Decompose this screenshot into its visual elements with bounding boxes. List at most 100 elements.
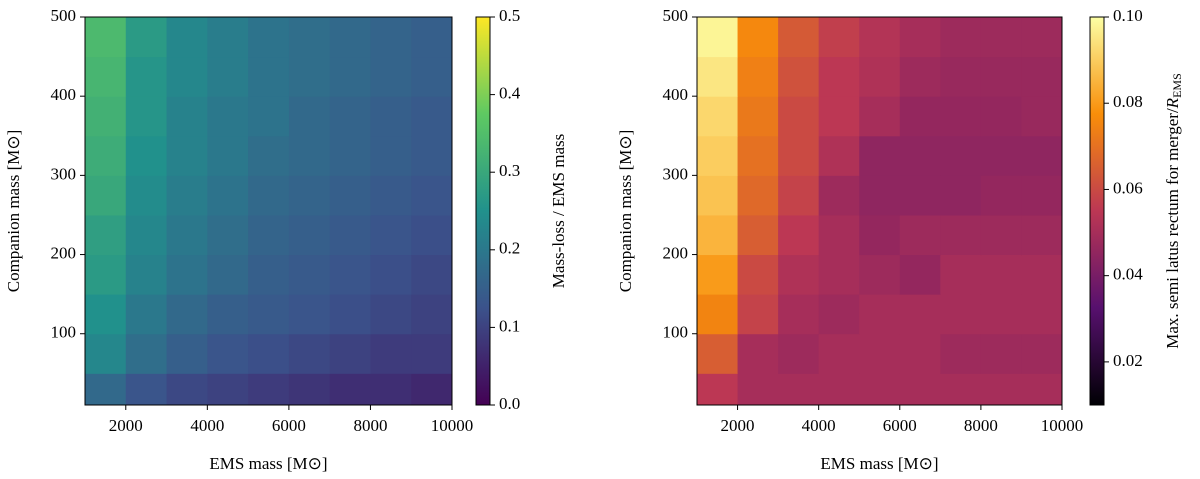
heatmap-cell (166, 373, 208, 406)
y-tick-label: 100 (663, 323, 689, 342)
heatmap-cell (248, 373, 290, 406)
heatmap-cell (697, 56, 739, 97)
heatmap-cell (288, 294, 331, 335)
colorbar-label: Max. semi latus rectum for merger/REMS (1163, 73, 1184, 349)
heatmap-cell (85, 175, 127, 216)
y-tick-label: 100 (51, 323, 77, 342)
plot-frame (84, 16, 453, 406)
heatmap-cell (818, 373, 860, 406)
heatmap-cell (737, 175, 779, 216)
heatmap-cell (288, 56, 331, 97)
heatmap-cell (697, 135, 739, 176)
heatmap-cell (370, 333, 412, 374)
heatmap-cell (411, 135, 453, 176)
colorbar-tick-label: 0.2 (499, 239, 520, 258)
heatmap-cell (85, 373, 127, 406)
heatmap-cell (1021, 56, 1063, 97)
y-tick-label: 200 (51, 243, 77, 262)
heatmap-cell (329, 333, 371, 374)
heatmap-cell (166, 175, 208, 216)
heatmap-panel: 2000 4000 6000 8000 10000 100 200 300 400 500 EMS … (4, 6, 568, 473)
heatmap-cell (778, 96, 820, 137)
colorbar-tick-label: 0.4 (499, 84, 521, 103)
y-tick-label: 500 (663, 6, 689, 25)
colorbar-label-sub: EMS (1170, 73, 1184, 98)
heatmap-cell (818, 214, 860, 256)
heatmap-cell (248, 135, 290, 176)
heatmap-cell (329, 294, 371, 335)
heatmap-cell (207, 333, 249, 374)
heatmap-cell (697, 175, 739, 216)
heatmap-cell (818, 175, 860, 216)
heatmap-cell (697, 254, 739, 295)
heatmap-cell (411, 56, 453, 97)
heatmap-cell (125, 294, 168, 335)
heatmap-cell (697, 214, 739, 256)
heatmap-cell (1021, 373, 1063, 406)
colorbar-tick-label: 0.06 (1113, 178, 1143, 197)
heatmap-cell (411, 254, 453, 295)
heatmap-cell (778, 333, 820, 374)
y-tick-label: 400 (663, 85, 689, 104)
heatmap-cell (980, 56, 1022, 97)
heatmap-cell (248, 96, 290, 137)
x-tick-label: 10000 (431, 416, 474, 435)
heatmap-cell (85, 333, 127, 374)
heatmap-cell (1021, 333, 1063, 374)
heatmap-cell (411, 17, 453, 58)
colorbar-tick-label: 0.08 (1113, 92, 1143, 111)
heatmap-cell (248, 17, 290, 58)
x-axis-label: EMS mass [M⊙] (209, 454, 327, 473)
heatmap-cell (370, 214, 412, 256)
heatmap-cell (859, 135, 901, 176)
heatmap-cell (329, 135, 371, 176)
heatmap-cell (370, 56, 412, 97)
heatmap-cell (737, 56, 779, 97)
colorbar-tick-label: 0.5 (499, 6, 520, 25)
y-axis-label: Companion mass [M⊙] (4, 130, 23, 293)
heatmap-cell (329, 373, 371, 406)
heatmap-cell (940, 96, 982, 137)
heatmap-cell (370, 254, 412, 295)
heatmap-cell (370, 294, 412, 335)
heatmap-cell (288, 96, 331, 137)
heatmap-cell (411, 294, 453, 335)
heatmap-cell (940, 17, 982, 58)
colorbar-tick-label: 0.3 (499, 161, 520, 180)
heatmap-cell (370, 175, 412, 216)
heatmap-cell (899, 96, 941, 137)
heatmap-cell (329, 214, 371, 256)
heatmap-cell (697, 373, 739, 406)
colorbar (1089, 16, 1105, 406)
heatmap-cell (899, 254, 941, 295)
heatmap-cell (778, 254, 820, 295)
heatmap-cell (248, 254, 290, 295)
heatmap-cell (1021, 214, 1063, 256)
colorbar-label: Mass-loss / EMS mass (549, 134, 568, 288)
heatmap-cell (166, 96, 208, 137)
heatmap-cell (288, 175, 331, 216)
heatmap-cell (940, 56, 982, 97)
heatmap-cell (697, 333, 739, 374)
heatmap-cell (940, 333, 982, 374)
heatmap-cell (166, 294, 208, 335)
heatmap-cell (125, 333, 168, 374)
heatmap-cell (411, 333, 453, 374)
heatmap-cell (166, 214, 208, 256)
heatmap-panel: 2000 4000 6000 8000 10000 100 200 300 400 500 EMS … (616, 6, 1184, 473)
heatmap-cell (899, 135, 941, 176)
heatmap-cell (370, 135, 412, 176)
x-tick-label: 6000 (883, 416, 917, 435)
heatmap-cell (859, 214, 901, 256)
heatmap-cell (818, 56, 860, 97)
heatmap-cell (980, 175, 1022, 216)
heatmap-cell (859, 56, 901, 97)
heatmap-cell (370, 96, 412, 137)
heatmap-cell (370, 17, 412, 58)
heatmap-cell (737, 135, 779, 176)
heatmap-cell (697, 294, 739, 335)
heatmap-cell (940, 175, 982, 216)
y-tick-label: 300 (51, 164, 77, 183)
heatmap-cell (737, 333, 779, 374)
